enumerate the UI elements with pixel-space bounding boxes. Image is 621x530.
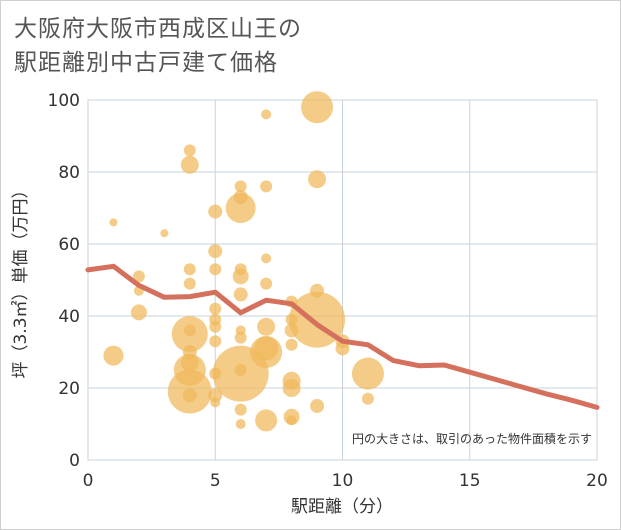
tick-labels: 0 5 10 15 20 0 20 40 60 80 100 xyxy=(48,91,608,491)
bubble-layer xyxy=(103,91,384,432)
data-bubble xyxy=(310,399,325,413)
data-bubble xyxy=(208,388,223,403)
y-tick-label: 40 xyxy=(58,307,80,327)
x-tick-label: 20 xyxy=(586,471,608,491)
data-bubble xyxy=(260,180,273,193)
data-bubble xyxy=(261,109,272,120)
data-bubble xyxy=(130,304,147,321)
y-axis-label: 坪（3.3㎡）単価（万円） xyxy=(11,181,31,378)
data-bubble xyxy=(160,229,169,238)
data-bubble xyxy=(225,193,256,223)
data-bubble xyxy=(209,302,222,315)
y-tick-label: 100 xyxy=(48,91,80,111)
x-tick-label: 10 xyxy=(332,471,354,491)
x-axis-label: 駅距離（分） xyxy=(291,497,393,517)
data-bubble xyxy=(109,218,118,227)
data-bubble xyxy=(209,320,222,333)
title-line-1: 大阪府大阪市西成区山王の xyxy=(14,16,302,42)
y-tick-label: 0 xyxy=(69,451,80,471)
data-bubble xyxy=(232,268,249,285)
data-bubble xyxy=(182,388,197,403)
data-bubble xyxy=(234,180,247,193)
data-bubble xyxy=(132,270,145,283)
average-price-line xyxy=(85,263,600,410)
data-bubble xyxy=(234,331,247,344)
data-bubble xyxy=(103,345,124,366)
data-bubble xyxy=(250,336,283,368)
data-bubble xyxy=(308,170,327,189)
data-bubble xyxy=(183,277,196,290)
chart-title: 大阪府大阪市西成区山王の 駅距離別中古戸建て価格 xyxy=(14,12,302,80)
data-bubble xyxy=(235,419,246,429)
data-bubble xyxy=(285,338,298,351)
data-bubble xyxy=(301,91,334,124)
data-bubble xyxy=(208,244,223,259)
size-note: 円の大きさは、取引のあった物件面積を示す xyxy=(352,431,592,446)
title-line-2: 駅距離別中古戸建て価格 xyxy=(14,50,278,76)
data-bubble xyxy=(180,155,199,174)
data-bubble xyxy=(261,253,272,264)
data-bubble xyxy=(282,379,301,397)
data-bubble xyxy=(255,409,278,432)
grid-lines xyxy=(88,100,597,460)
data-bubble xyxy=(171,316,208,352)
data-bubble xyxy=(361,392,374,405)
data-bubble xyxy=(208,204,223,219)
data-bubble xyxy=(210,397,221,408)
data-bubble xyxy=(183,263,196,276)
x-tick-label: 15 xyxy=(459,471,481,491)
data-bubble xyxy=(335,341,350,356)
x-tick-label: 0 xyxy=(83,471,94,491)
data-bubble xyxy=(209,263,222,276)
y-tick-label: 60 xyxy=(58,235,80,255)
data-bubble xyxy=(209,335,222,348)
data-bubble xyxy=(183,144,196,157)
data-bubble xyxy=(286,415,297,426)
data-bubble xyxy=(233,287,248,302)
data-bubble xyxy=(351,357,384,390)
x-tick-label: 5 xyxy=(210,471,221,491)
data-bubble xyxy=(257,317,276,336)
data-bubble xyxy=(234,403,247,416)
y-tick-label: 20 xyxy=(58,379,80,399)
y-tick-label: 80 xyxy=(58,163,80,183)
data-bubble xyxy=(260,277,273,290)
